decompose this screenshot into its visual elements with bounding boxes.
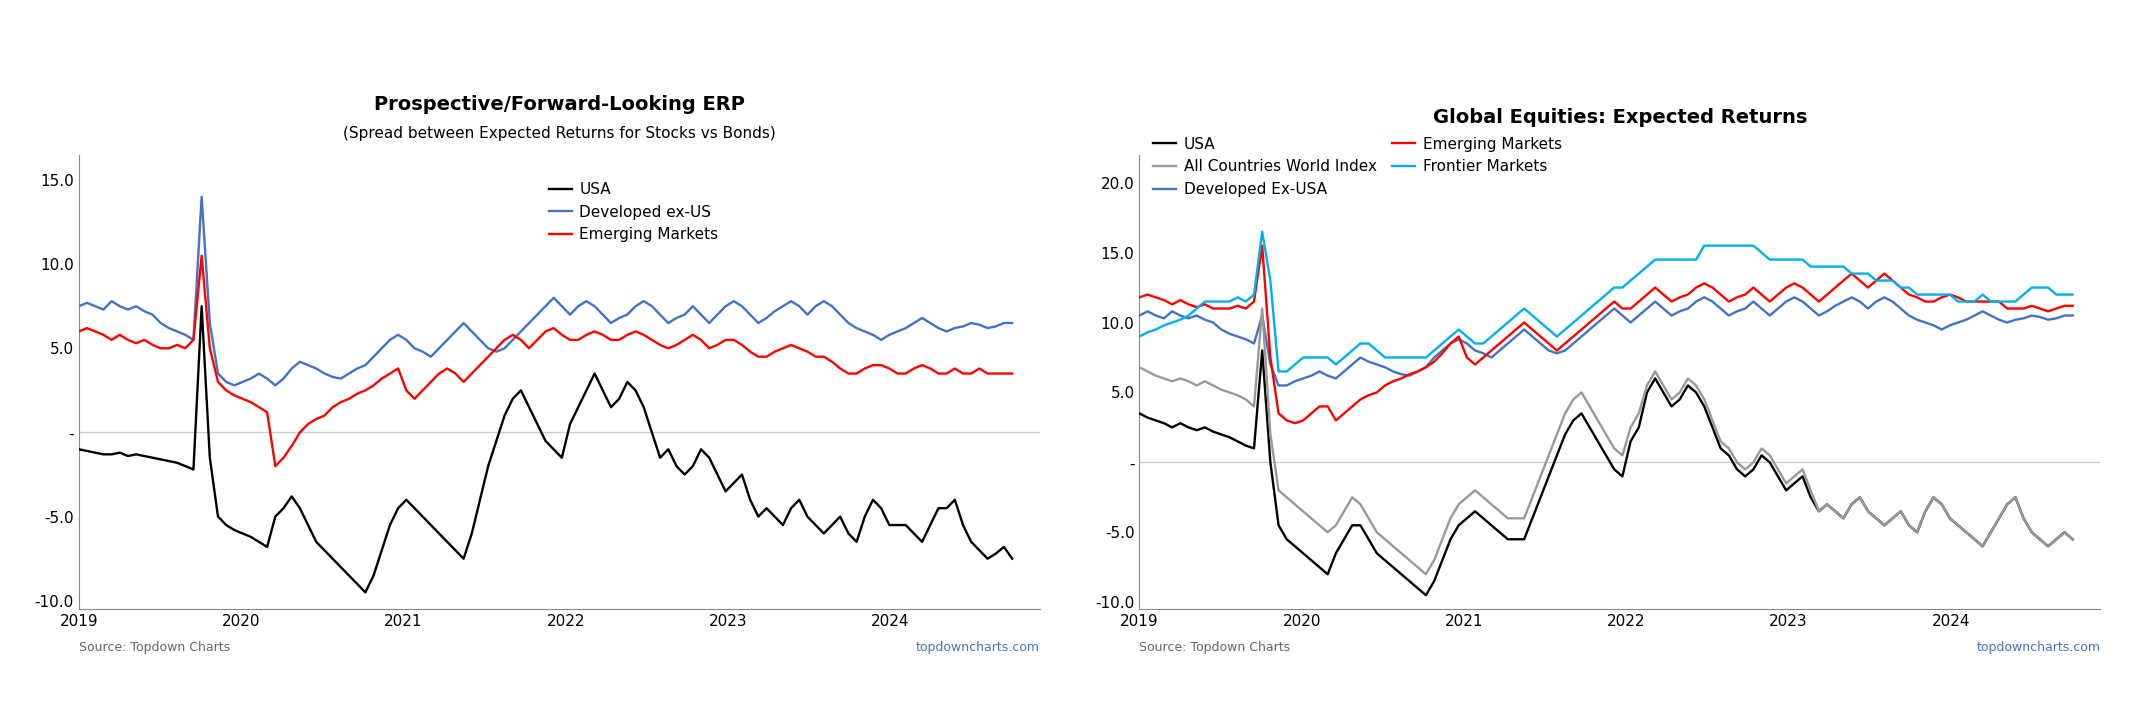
All Countries World Index	[1127, 363, 1153, 372]
USA	[1494, 535, 1520, 544]
Developed Ex-USA	[1249, 311, 1275, 320]
Developed ex-US	[66, 302, 92, 310]
Frontier Markets	[1127, 332, 1153, 341]
Emerging Markets	[263, 462, 288, 471]
Emerging Markets	[1445, 332, 1471, 341]
All Countries World Index	[1708, 437, 1734, 446]
Emerging Markets	[1283, 419, 1309, 428]
Emerging Markets	[1494, 332, 1520, 341]
Developed ex-US	[647, 310, 673, 319]
USA	[1413, 591, 1439, 600]
Emerging Markets	[1356, 391, 1381, 399]
Developed ex-US	[999, 319, 1025, 328]
USA	[1258, 458, 1283, 467]
Developed Ex-USA	[1266, 381, 1292, 390]
Line: Developed ex-US: Developed ex-US	[79, 196, 1012, 385]
Text: topdowncharts.com: topdowncharts.com	[916, 641, 1040, 654]
USA	[433, 537, 459, 546]
Text: Prospective/Forward-Looking ERP: Prospective/Forward-Looking ERP	[374, 95, 745, 114]
Legend: USA, Developed ex-US, Emerging Markets: USA, Developed ex-US, Emerging Markets	[542, 176, 724, 249]
USA	[1127, 409, 1153, 418]
Emerging Markets	[999, 369, 1025, 378]
Legend: USA, All Countries World Index, Developed Ex-USA, Emerging Markets, Frontier Mar: USA, All Countries World Index, Develope…	[1146, 130, 1567, 203]
Line: Emerging Markets: Emerging Markets	[1140, 246, 2073, 423]
Developed Ex-USA	[1691, 293, 1717, 302]
Emerging Markets	[901, 364, 927, 373]
Emerging Markets	[647, 341, 673, 349]
Developed ex-US	[188, 192, 214, 201]
Frontier Markets	[1258, 276, 1283, 285]
Emerging Markets	[188, 252, 214, 260]
USA	[647, 453, 673, 462]
Emerging Markets	[384, 364, 410, 373]
Text: (Spread between Expected Returns for Stocks vs Bonds): (Spread between Expected Returns for Sto…	[344, 126, 775, 141]
Emerging Markets	[433, 364, 459, 373]
All Countries World Index	[1249, 304, 1275, 313]
Line: Emerging Markets: Emerging Markets	[79, 256, 1012, 466]
USA	[1347, 521, 1373, 530]
Frontier Markets	[1494, 318, 1520, 327]
USA	[196, 453, 222, 462]
Developed Ex-USA	[1437, 339, 1462, 348]
Developed ex-US	[384, 331, 410, 339]
All Countries World Index	[1258, 430, 1283, 439]
Frontier Markets	[1962, 297, 1988, 306]
Developed Ex-USA	[2060, 311, 2086, 320]
Developed Ex-USA	[1962, 311, 1988, 320]
Frontier Markets	[1266, 367, 1292, 376]
All Countries World Index	[1445, 500, 1471, 509]
Line: Developed Ex-USA: Developed Ex-USA	[1140, 297, 2073, 386]
Developed Ex-USA	[1708, 304, 1734, 313]
Developed ex-US	[295, 361, 320, 370]
USA	[999, 555, 1025, 563]
Emerging Markets	[1962, 297, 1988, 306]
Frontier Markets	[1356, 339, 1381, 348]
Developed ex-US	[901, 319, 927, 328]
All Countries World Index	[1413, 570, 1439, 579]
All Countries World Index	[1962, 535, 1988, 544]
USA	[2060, 535, 2086, 544]
Emerging Markets	[1249, 241, 1275, 250]
Emerging Markets	[66, 327, 92, 336]
Text: Global Equities: Expected Returns: Global Equities: Expected Returns	[1433, 109, 1806, 128]
Developed ex-US	[222, 381, 248, 389]
USA	[352, 588, 378, 597]
Text: Source: Topdown Charts: Source: Topdown Charts	[79, 641, 231, 654]
USA	[188, 302, 214, 310]
Developed ex-US	[196, 319, 222, 328]
USA	[1962, 535, 1988, 544]
Frontier Markets	[1249, 227, 1275, 236]
Emerging Markets	[196, 344, 222, 352]
Developed Ex-USA	[1486, 346, 1512, 355]
USA	[66, 445, 92, 454]
Emerging Markets	[1127, 293, 1153, 302]
Text: Source: Topdown Charts: Source: Topdown Charts	[1140, 641, 1290, 654]
Line: USA: USA	[79, 306, 1012, 592]
USA	[901, 529, 927, 538]
Developed Ex-USA	[1127, 311, 1153, 320]
USA	[286, 504, 312, 513]
USA	[384, 504, 410, 513]
Emerging Markets	[2060, 302, 2086, 310]
Frontier Markets	[2060, 290, 2086, 299]
Frontier Markets	[1708, 241, 1734, 250]
All Countries World Index	[1347, 500, 1373, 509]
Line: USA: USA	[1140, 350, 2073, 595]
Emerging Markets	[1258, 353, 1283, 362]
All Countries World Index	[1494, 514, 1520, 523]
USA	[1708, 444, 1734, 452]
Line: All Countries World Index: All Countries World Index	[1140, 309, 2073, 574]
Text: topdowncharts.com: topdowncharts.com	[1977, 641, 2101, 654]
Line: Frontier Markets: Frontier Markets	[1140, 231, 2073, 371]
Developed ex-US	[433, 336, 459, 344]
USA	[1445, 521, 1471, 530]
All Countries World Index	[2060, 535, 2086, 544]
Developed Ex-USA	[1347, 353, 1373, 362]
Frontier Markets	[1445, 326, 1471, 334]
USA	[1249, 346, 1275, 355]
Emerging Markets	[295, 420, 320, 428]
Emerging Markets	[1708, 290, 1734, 299]
